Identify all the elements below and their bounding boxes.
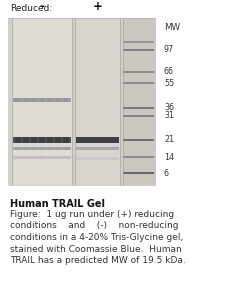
Bar <box>124 172 154 174</box>
Text: 97: 97 <box>164 46 174 55</box>
Text: TRAIL has a predicted MW of 19.5 kDa.: TRAIL has a predicted MW of 19.5 kDa. <box>10 256 186 265</box>
Text: MW: MW <box>164 23 180 32</box>
Text: 36: 36 <box>164 103 174 112</box>
Bar <box>124 82 154 84</box>
Text: Reduced:: Reduced: <box>10 4 52 13</box>
Bar <box>13 155 71 158</box>
Text: 66: 66 <box>164 68 174 76</box>
Bar <box>124 107 154 109</box>
Text: conditions in a 4-20% Tris-Glycine gel,: conditions in a 4-20% Tris-Glycine gel, <box>10 233 183 242</box>
Bar <box>124 71 154 73</box>
Bar <box>12 18 72 185</box>
Bar <box>13 98 71 102</box>
Text: Figure:  1 ug run under (+) reducing: Figure: 1 ug run under (+) reducing <box>10 210 174 219</box>
Text: 21: 21 <box>164 136 174 145</box>
Bar <box>76 137 119 143</box>
Bar <box>8 18 155 185</box>
Text: 31: 31 <box>164 112 174 121</box>
Text: stained with Coomassie Blue.  Human: stained with Coomassie Blue. Human <box>10 244 182 253</box>
Bar <box>75 18 120 185</box>
Text: -: - <box>40 0 44 13</box>
Text: 14: 14 <box>164 152 174 161</box>
Bar <box>76 157 119 160</box>
Bar <box>124 49 154 51</box>
Text: 55: 55 <box>164 79 174 88</box>
Text: Human TRAIL Gel: Human TRAIL Gel <box>10 199 105 209</box>
Text: +: + <box>92 0 103 13</box>
Bar <box>124 139 154 141</box>
Bar <box>76 146 119 149</box>
Text: 6: 6 <box>164 169 169 178</box>
Bar <box>13 146 71 149</box>
Bar <box>123 18 155 185</box>
Text: conditions    and    (-)    non-reducing: conditions and (-) non-reducing <box>10 221 179 230</box>
Bar <box>13 137 71 143</box>
Bar <box>124 156 154 158</box>
Bar <box>124 41 154 43</box>
Bar <box>124 115 154 117</box>
